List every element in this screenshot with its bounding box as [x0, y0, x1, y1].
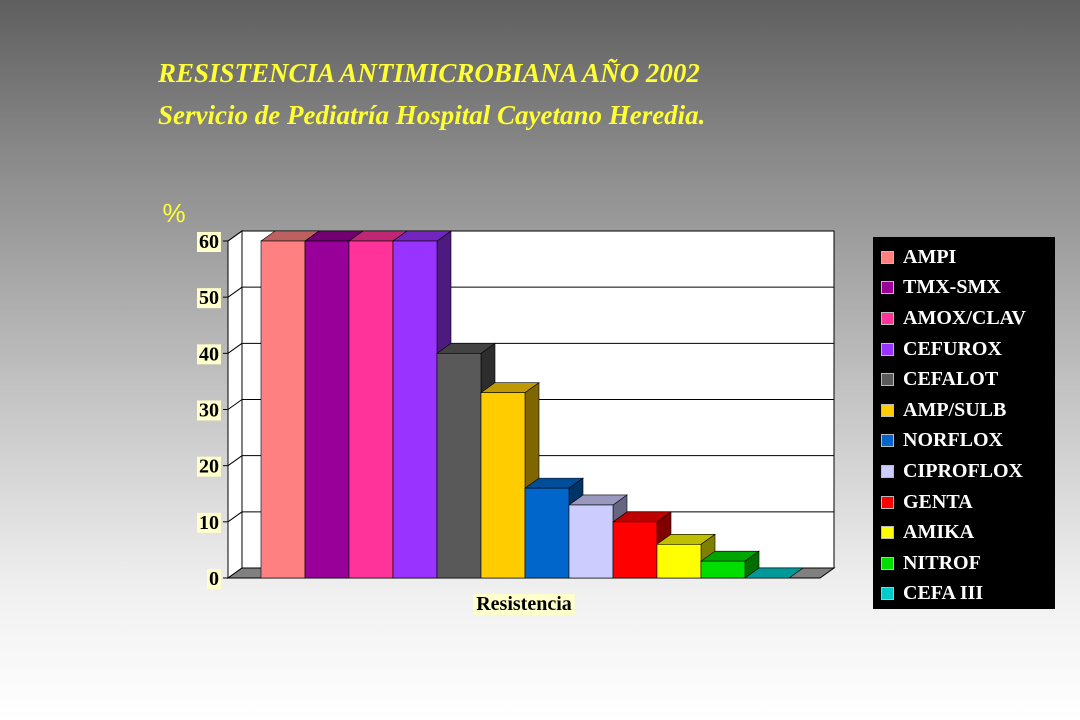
legend-item: CEFUROX: [881, 334, 1055, 365]
bar: [524, 487, 570, 579]
legend-label: CEFALOT: [903, 368, 999, 391]
y-tick-label-bg: [207, 569, 221, 589]
legend-swatch: [881, 342, 894, 356]
bar: [480, 392, 526, 579]
x-category-label-bg: [473, 594, 575, 615]
legend-label: AMIKA: [903, 521, 975, 544]
legend-item: AMOX/CLAV: [881, 303, 1055, 334]
gridline-side: [227, 286, 243, 298]
y-tick-label-bg: [197, 456, 221, 477]
gridline-side: [227, 399, 243, 410]
bar: [700, 560, 746, 579]
legend-label: AMP/SULB: [903, 398, 1007, 421]
y-tick-label-bg: [197, 232, 221, 252]
legend-label: GENTA: [903, 490, 973, 513]
gridline-side: [227, 455, 243, 467]
legend-swatch: [881, 281, 894, 295]
chart-title-line-1: RESISTENCIA ANTIMICROBIANA AÑO 2002: [158, 58, 700, 88]
legend-swatch: [881, 464, 894, 478]
y-tick-label: 10: [199, 512, 219, 534]
bar: [568, 504, 614, 579]
bar: [612, 521, 658, 579]
y-axis-label: %: [162, 198, 185, 228]
legend-item: NITROF: [881, 548, 1055, 579]
gridline-side: [227, 511, 243, 523]
y-tick-label-bg: [197, 288, 221, 309]
legend-item: AMPI: [881, 242, 1055, 273]
legend-label: AMOX/CLAV: [903, 306, 1026, 329]
chart-title: RESISTENCIA ANTIMICROBIANA AÑO 2002 Serv…: [158, 52, 705, 136]
legend-item: CEFA III: [881, 579, 1055, 610]
y-tick-label: 0: [209, 568, 219, 590]
legend-item: CEFALOT: [881, 364, 1055, 395]
bar: [348, 240, 394, 579]
y-tick-label-bg: [197, 512, 221, 533]
chart-legend: AMPI TMX-SMX AMOX/CLAV CEFUROX CEFALOT AMP/SU…: [873, 237, 1055, 609]
y-tick-label-bg: [197, 344, 221, 365]
x-category-label: Resistencia: [476, 593, 572, 615]
legend-item: NORFLOX: [881, 426, 1055, 457]
legend-swatch: [881, 311, 894, 325]
legend-item: TMX-SMX: [881, 273, 1055, 304]
gridline-side: [227, 230, 243, 242]
bar: [392, 240, 438, 579]
legend-label: TMX-SMX: [903, 276, 1001, 299]
y-tick-label-bg: [197, 400, 221, 421]
legend-label: AMPI: [903, 245, 957, 268]
legend-swatch: [881, 526, 894, 540]
bar-top: [744, 567, 804, 579]
legend-item: GENTA: [881, 487, 1055, 518]
y-tick-label: 20: [199, 456, 219, 478]
legend-label: NORFLOX: [903, 429, 1003, 452]
gridline-side: [227, 342, 243, 354]
legend-item: AMP/SULB: [881, 395, 1055, 426]
legend-item: CIPROFLOX: [881, 456, 1055, 487]
legend-swatch: [881, 434, 894, 448]
legend-label: CIPROFLOX: [903, 459, 1023, 482]
bar: [304, 240, 350, 579]
legend-item: AMIKA: [881, 517, 1055, 548]
legend-swatch: [881, 587, 894, 601]
bar: [260, 240, 306, 579]
bar: [656, 543, 702, 579]
legend-label: CEFA III: [903, 582, 984, 605]
y-tick-label: 40: [199, 343, 219, 365]
legend-label: NITROF: [903, 551, 981, 574]
legend-swatch: [881, 403, 894, 417]
legend-swatch: [881, 250, 894, 264]
legend-label: CEFUROX: [903, 337, 1002, 360]
legend-swatch: [881, 373, 894, 387]
y-tick-label: 60: [199, 231, 219, 253]
chart-title-line-2: Servicio de Pediatría Hospital Cayetano …: [158, 100, 706, 130]
y-tick-label: 30: [199, 400, 219, 422]
legend-swatch: [881, 495, 894, 509]
y-tick-label: 50: [199, 287, 219, 309]
legend-swatch: [881, 556, 894, 570]
bar: [436, 353, 482, 579]
